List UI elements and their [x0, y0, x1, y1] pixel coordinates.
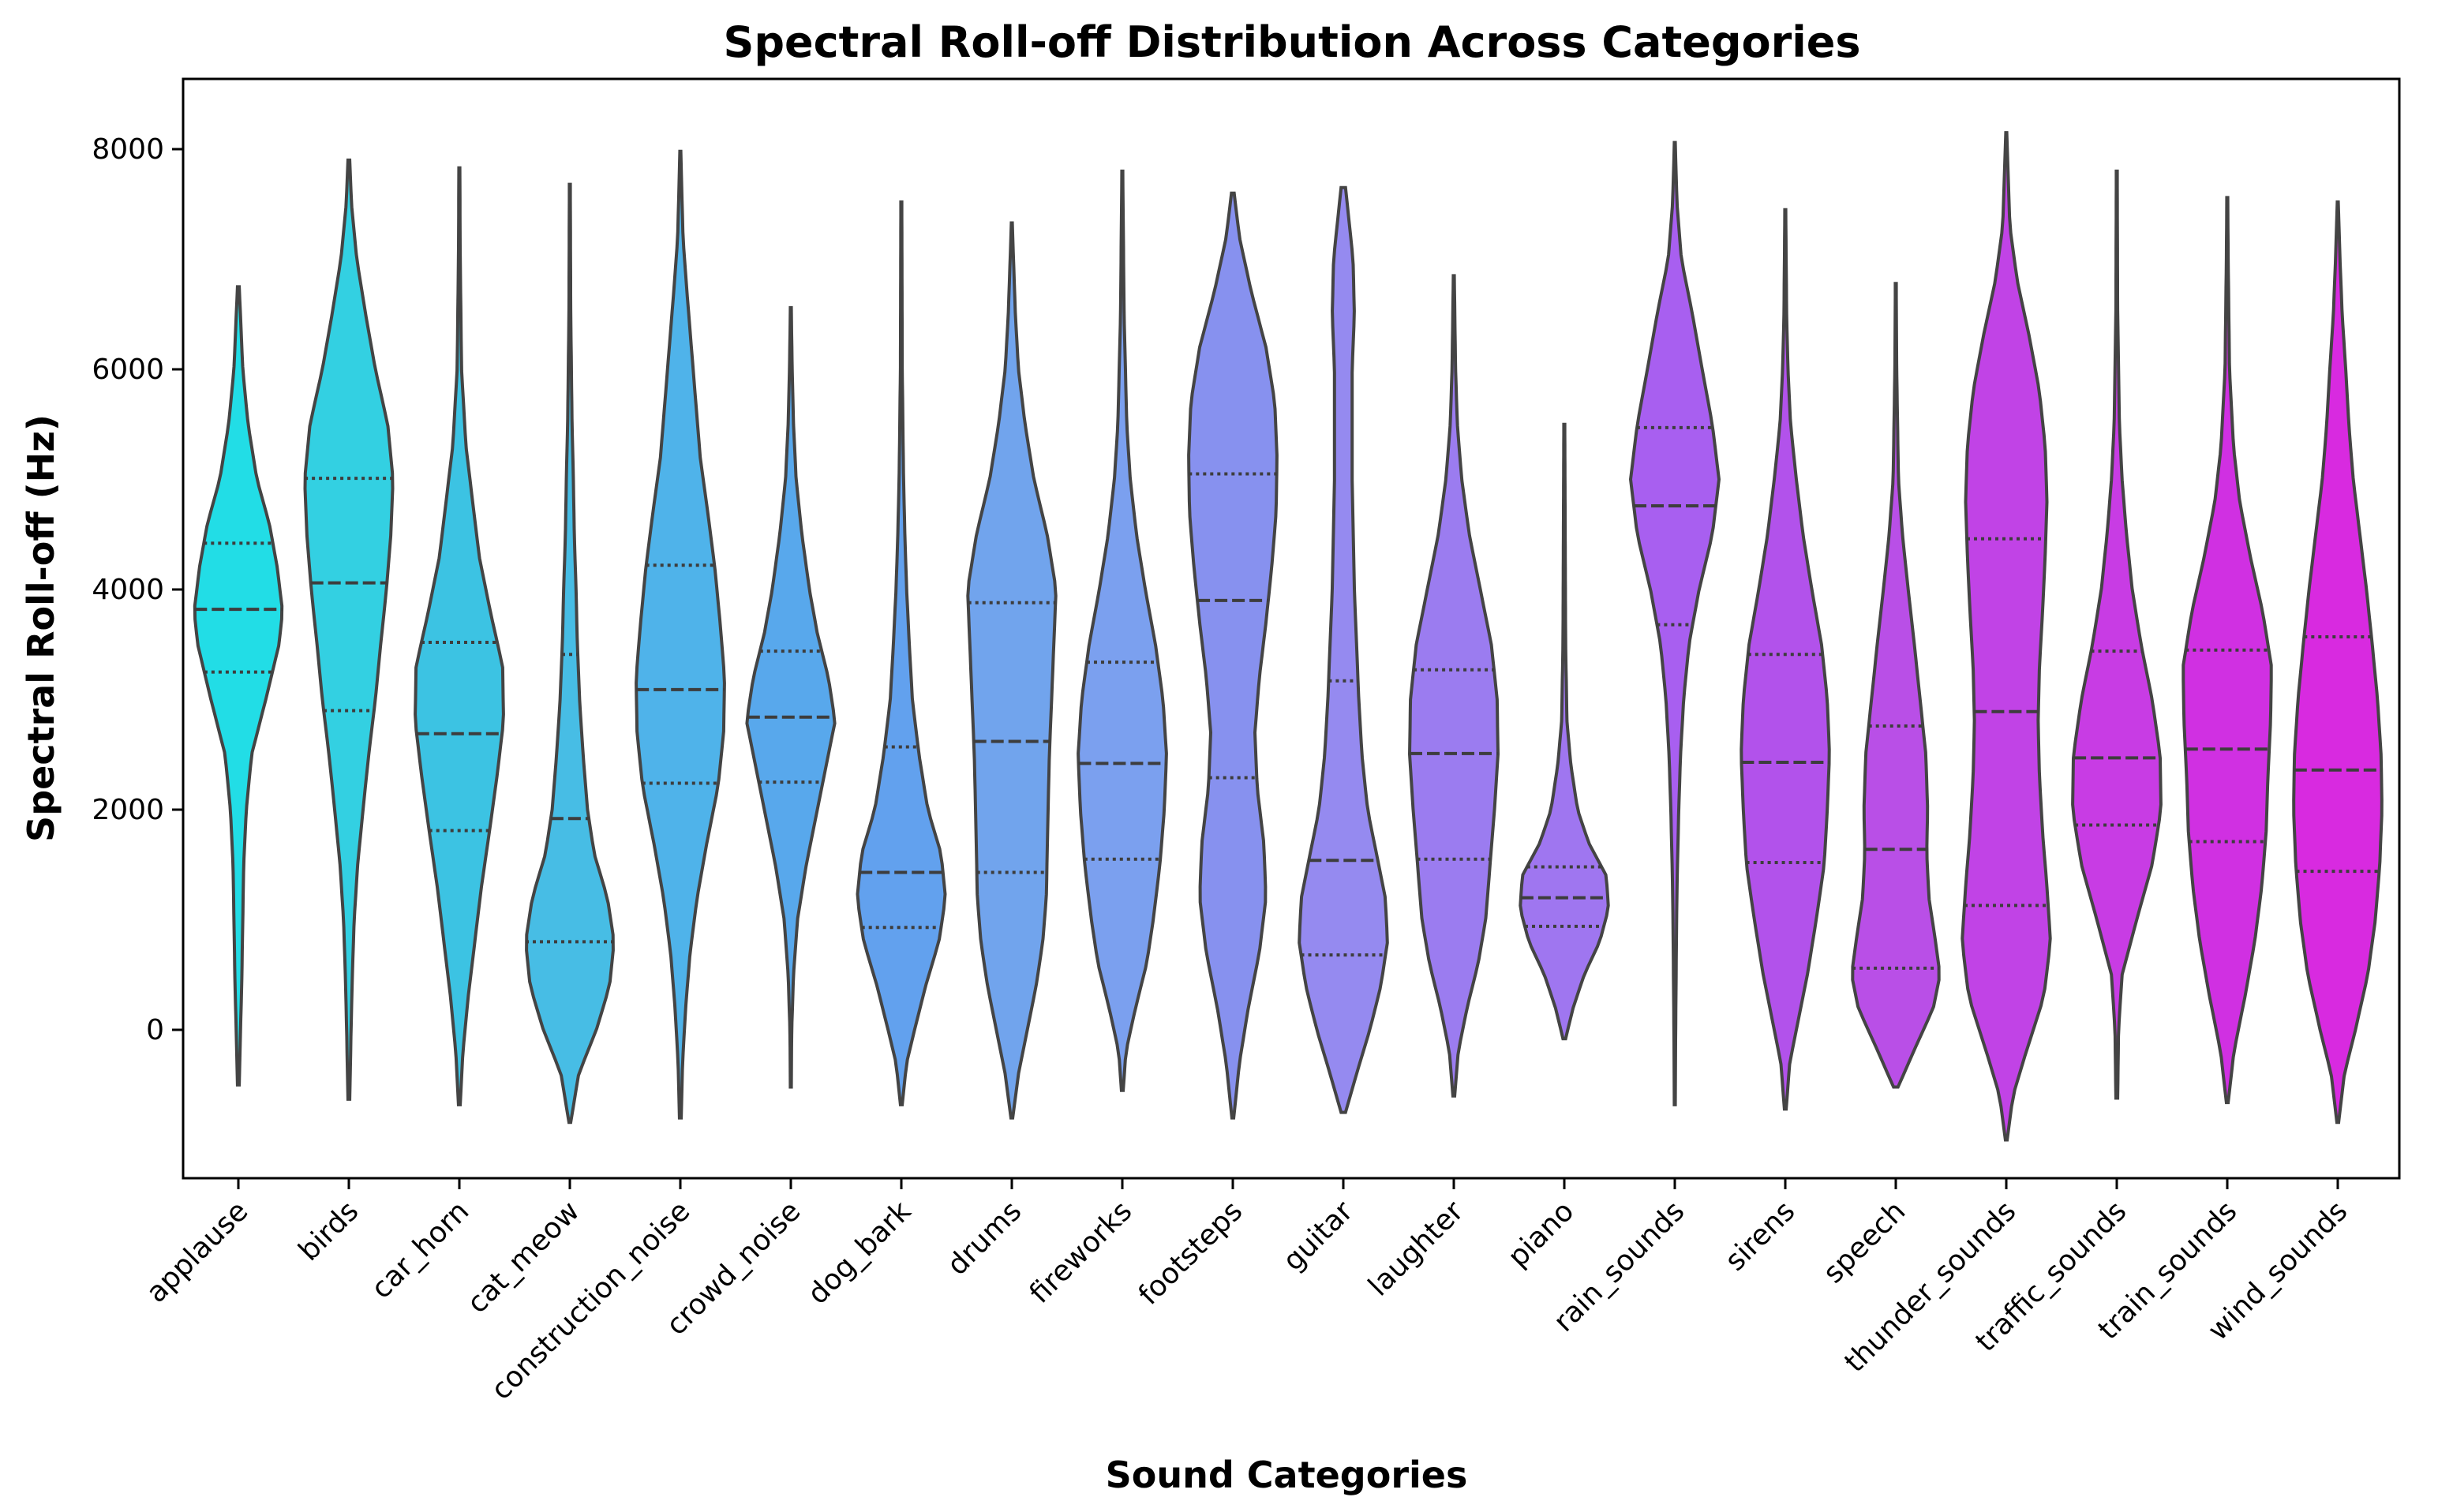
violin-laughter — [1407, 274, 1500, 1098]
x-tick-label: birds — [293, 1195, 365, 1267]
x-tick-label: laughter — [1362, 1195, 1470, 1302]
violin-drums — [966, 221, 1058, 1120]
violin-body — [635, 149, 726, 1120]
violin-thunder_sounds — [1961, 131, 2052, 1142]
violin-body — [1298, 185, 1389, 1114]
violin-body — [193, 285, 284, 1087]
plot-area — [193, 131, 2384, 1142]
y-tick-label: 0 — [146, 1014, 164, 1046]
violin-body — [856, 200, 947, 1106]
violin-body — [1187, 191, 1279, 1120]
y-axis: 0 2000 4000 6000 8000 — [92, 133, 183, 1046]
violin-body — [2181, 196, 2273, 1105]
violin-fireworks — [1077, 169, 1168, 1092]
x-tick-label: piano — [1502, 1195, 1581, 1274]
violin-body — [1628, 140, 1721, 1106]
violin-wind_sounds — [2292, 200, 2384, 1125]
violin-construction_noise — [635, 149, 726, 1120]
violin-train_sounds — [2181, 196, 2273, 1105]
violin-cat_meow — [525, 182, 615, 1125]
violin-body — [1851, 282, 1941, 1089]
violin-car_horn — [414, 166, 505, 1106]
violin-footsteps — [1187, 191, 1279, 1120]
violin-applause — [193, 285, 284, 1087]
x-tick-label: speech — [1817, 1195, 1912, 1289]
violin-body — [1407, 274, 1500, 1098]
violin-guitar — [1298, 185, 1389, 1114]
y-tick-label: 2000 — [92, 794, 164, 826]
x-tick-label: dog_bark — [802, 1195, 918, 1311]
x-tick-label: construction_noise — [485, 1195, 697, 1406]
violin-body — [966, 221, 1058, 1120]
x-tick-label: sirens — [1719, 1195, 1801, 1277]
violin-piano — [1519, 422, 1610, 1041]
violin-speech — [1851, 282, 1941, 1089]
violin-body — [2292, 200, 2384, 1125]
violin-dog_bark — [856, 200, 947, 1106]
violin-body — [745, 305, 837, 1089]
x-tick-label: guitar — [1277, 1195, 1360, 1278]
x-axis: applause birds car_horncat_meowconstructio… — [140, 1178, 2354, 1406]
violin-rain_sounds — [1628, 140, 1721, 1106]
violin-birds — [303, 158, 395, 1101]
y-axis-label: Spectral Roll-off (Hz) — [20, 414, 62, 842]
x-tick-label: applause — [140, 1195, 255, 1309]
plot-frame — [182, 77, 2401, 1180]
x-tick-label: fireworks — [1024, 1195, 1138, 1309]
violin-body — [2071, 169, 2163, 1100]
x-tick-label: footsteps — [1133, 1195, 1249, 1311]
y-tick-label: 8000 — [92, 133, 164, 166]
violin-body — [303, 158, 395, 1101]
y-tick-label: 6000 — [92, 354, 164, 386]
x-tick-label: car_horn — [365, 1195, 476, 1305]
violin-body — [1077, 169, 1168, 1092]
y-tick-label: 4000 — [92, 574, 164, 606]
violin-body — [1740, 208, 1831, 1111]
x-axis-label: Sound Categories — [1106, 1454, 1468, 1496]
violin-body — [414, 166, 505, 1106]
violin-body — [1519, 422, 1610, 1041]
violin-sirens — [1740, 208, 1831, 1111]
violin-traffic_sounds — [2071, 169, 2163, 1100]
violin-crowd_noise — [745, 305, 837, 1089]
chart-title: Spectral Roll-off Distribution Across Ca… — [723, 17, 1860, 67]
violin-body — [1961, 131, 2052, 1142]
x-tick-label: drums — [942, 1195, 1028, 1282]
